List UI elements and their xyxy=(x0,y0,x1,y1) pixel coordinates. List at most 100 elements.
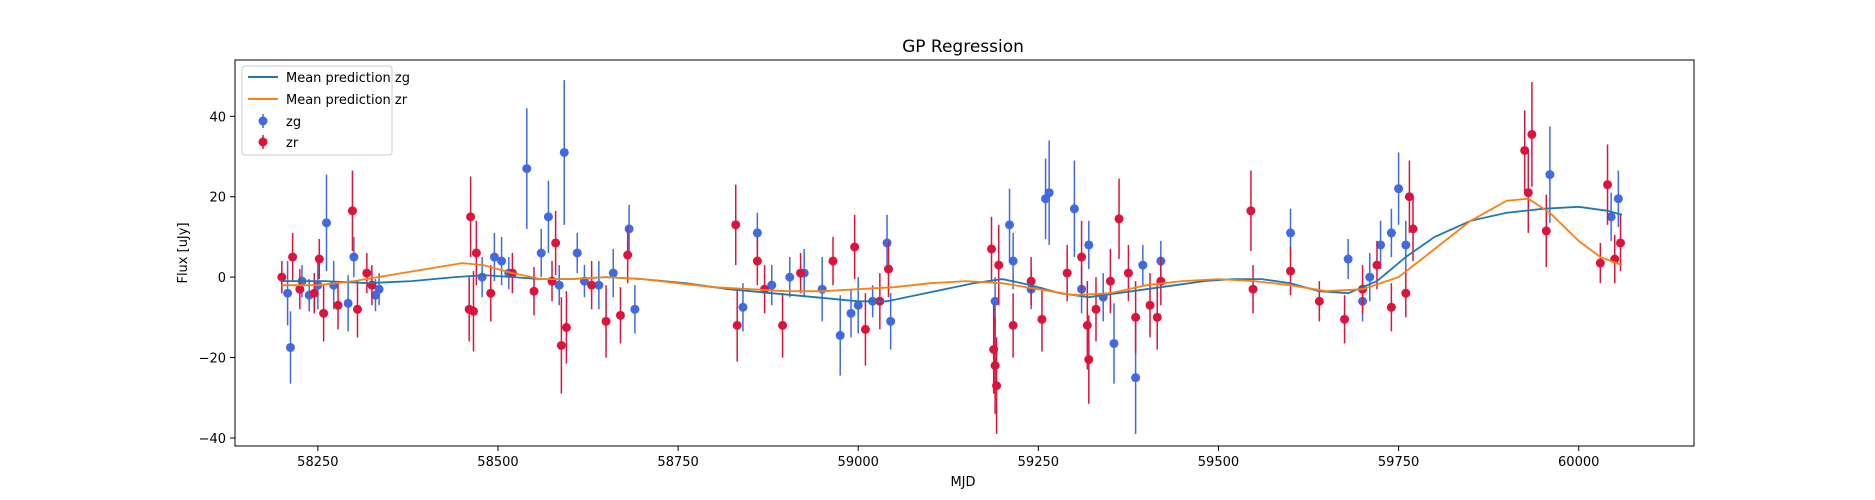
zr-point xyxy=(288,252,298,262)
zr-point xyxy=(732,320,742,330)
zg-point xyxy=(572,248,582,258)
y-tick-label: 20 xyxy=(209,191,226,206)
zr-point xyxy=(1008,320,1018,330)
zr-point xyxy=(362,268,372,278)
zg-point xyxy=(1131,373,1141,383)
zg-point xyxy=(882,238,892,248)
zr-point xyxy=(1152,312,1162,322)
zg-point xyxy=(374,284,384,294)
zg-point xyxy=(1606,212,1616,222)
zr-point xyxy=(556,340,566,350)
zg-point xyxy=(283,288,293,298)
zr-point xyxy=(1077,252,1087,262)
axes-frame xyxy=(234,59,1695,447)
zr-point xyxy=(1246,206,1256,216)
zr-point xyxy=(778,320,788,330)
zg-point xyxy=(608,268,618,278)
x-tick-label: 59250 xyxy=(1018,455,1059,470)
zr-point xyxy=(1520,145,1530,155)
zr-point xyxy=(319,308,329,318)
zr-point xyxy=(486,288,496,298)
zg-point xyxy=(349,252,359,262)
zr-point xyxy=(1091,304,1101,314)
zr-point xyxy=(1541,226,1551,236)
zr-point xyxy=(615,310,625,320)
chart-title: GP Regression xyxy=(902,37,1024,57)
zr-point xyxy=(587,280,597,290)
x-axis-ticks: 58250 58500 58750 59000 59250 59500 59750 60000 xyxy=(297,446,1599,470)
y-tick-label: −20 xyxy=(199,352,226,367)
zr-point xyxy=(1386,302,1396,312)
x-tick-label: 58250 xyxy=(297,455,338,470)
zg-point xyxy=(835,330,845,340)
zr-point xyxy=(992,381,1002,391)
zr-point xyxy=(1248,284,1258,294)
zr-points xyxy=(277,82,1626,434)
x-axis-label: MJD xyxy=(950,475,975,490)
zg-point xyxy=(817,284,827,294)
zr-point xyxy=(352,304,362,314)
zr-point xyxy=(1314,296,1324,306)
x-tick-label: 58750 xyxy=(657,455,698,470)
y-axis-ticks: −40 −20 0 20 40 xyxy=(199,110,235,447)
legend: Mean prediction zg Mean prediction zr zg… xyxy=(241,65,410,156)
zg-point xyxy=(1394,184,1404,194)
x-tick-label: 58500 xyxy=(477,455,518,470)
zg-point xyxy=(554,280,564,290)
zr-point xyxy=(1286,266,1296,276)
zr-point xyxy=(529,286,539,296)
legend-label-mean-zg: Mean prediction zg xyxy=(286,71,410,86)
zr-point xyxy=(468,306,478,316)
zr-point xyxy=(990,361,1000,371)
zr-point xyxy=(314,254,324,264)
zg-point xyxy=(1613,194,1623,204)
zr-point xyxy=(994,260,1004,270)
x-tick-label: 59500 xyxy=(1198,455,1239,470)
zr-point xyxy=(860,324,870,334)
zr-point xyxy=(1404,192,1414,202)
legend-swatch-zr-marker xyxy=(258,137,268,147)
zg-point xyxy=(1138,260,1148,270)
zr-point xyxy=(333,300,343,310)
x-tick-label: 59000 xyxy=(838,455,879,470)
zg-point xyxy=(1286,228,1296,238)
zr-point xyxy=(1401,288,1411,298)
zr-point xyxy=(1145,300,1155,310)
zr-point xyxy=(561,322,571,332)
zr-point xyxy=(850,242,860,252)
zg-point xyxy=(285,342,295,352)
zr-point xyxy=(1114,214,1124,224)
zg-point xyxy=(752,228,762,238)
zr-point xyxy=(1026,276,1036,286)
zg-point xyxy=(489,252,499,262)
zr-point xyxy=(1131,312,1141,322)
legend-swatch-zg-marker xyxy=(258,116,268,126)
zg-point xyxy=(1386,228,1396,238)
zg-point xyxy=(1545,170,1555,180)
zr-point xyxy=(752,256,762,266)
zg-point xyxy=(767,280,777,290)
zr-point xyxy=(883,264,893,274)
x-tick-label: 59750 xyxy=(1378,455,1419,470)
zr-point xyxy=(295,284,305,294)
zr-point xyxy=(828,256,838,266)
zr-point xyxy=(601,316,611,326)
zg-point xyxy=(846,308,856,318)
zr-point xyxy=(309,288,319,298)
zg-point xyxy=(343,298,353,308)
y-tick-label: 0 xyxy=(218,271,226,286)
zr-point xyxy=(987,244,997,254)
zr-point xyxy=(1105,276,1115,286)
legend-label-mean-zr: Mean prediction zr xyxy=(286,93,408,108)
legend-box xyxy=(241,65,393,156)
zr-point xyxy=(551,238,561,248)
zg-point xyxy=(559,147,569,157)
zr-point xyxy=(1523,188,1533,198)
zr-point xyxy=(1603,180,1613,190)
y-tick-label: −40 xyxy=(199,432,226,447)
zg-point xyxy=(1401,240,1411,250)
y-axis-label: Flux [uJy] xyxy=(176,222,191,283)
zg-point xyxy=(886,316,896,326)
zr-point xyxy=(796,268,806,278)
